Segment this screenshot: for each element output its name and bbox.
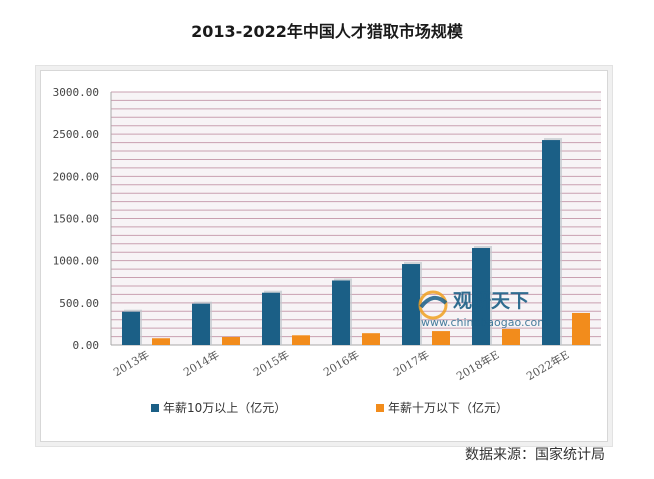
watermark-logo-swoosh (419, 295, 448, 309)
bar-series2 (432, 331, 450, 345)
chart-title: 2013-2022年中国人才猎取市场规模 (191, 22, 463, 41)
y-tick-label: 2000.00 (53, 170, 99, 183)
bar-series2 (292, 335, 310, 345)
x-tick-label: 2022年E (524, 347, 572, 383)
bar-series1 (472, 248, 490, 345)
x-tick-label: 2018年E (454, 347, 502, 383)
legend-swatch-series1 (151, 404, 159, 412)
y-tick-label: 500.00 (59, 297, 99, 310)
bar-series1 (262, 292, 280, 345)
bar-chart: 0.00 500.00 1000.00 1500.00 2000.00 2500.00 30… (53, 86, 601, 415)
data-source-note: 数据来源：国家统计局 (465, 447, 605, 463)
bar-series2 (152, 338, 170, 345)
y-tick-label: 1000.00 (53, 255, 99, 268)
bar-series1 (122, 311, 140, 345)
bar-series2 (502, 328, 520, 345)
bar-series1 (402, 264, 420, 345)
watermark-brand: 观研天下 (453, 290, 529, 312)
watermark-logo-ring (418, 290, 448, 320)
x-tick-label: 2013年 (111, 347, 152, 379)
x-tick-label: 2017年 (391, 347, 432, 379)
x-tick-label: 2015年 (251, 347, 292, 379)
watermark-url: www.chinabaogao.com (421, 316, 548, 329)
bar-series2 (362, 333, 380, 345)
y-tick-label: 3000.00 (53, 86, 99, 99)
bar-series1 (192, 303, 210, 345)
y-tick-label: 2500.00 (53, 128, 99, 141)
x-tick-label: 2014年 (181, 347, 222, 379)
x-tick-label: 2016年 (321, 347, 362, 379)
bar-series2 (572, 312, 590, 345)
chart-frame: 0.00 500.00 1000.00 1500.00 2000.00 2500.00 30… (40, 70, 608, 442)
y-tick-label: 0.00 (73, 339, 100, 352)
legend-label-series2: 年薪十万以下（亿元） (388, 400, 508, 415)
bar-series1 (332, 280, 350, 345)
legend-swatch-series2 (376, 404, 384, 412)
bar-series1 (542, 140, 560, 345)
legend-label-series1: 年薪10万以上（亿元） (163, 400, 286, 415)
bar-series2 (222, 336, 240, 345)
y-tick-label: 1500.00 (53, 213, 99, 226)
